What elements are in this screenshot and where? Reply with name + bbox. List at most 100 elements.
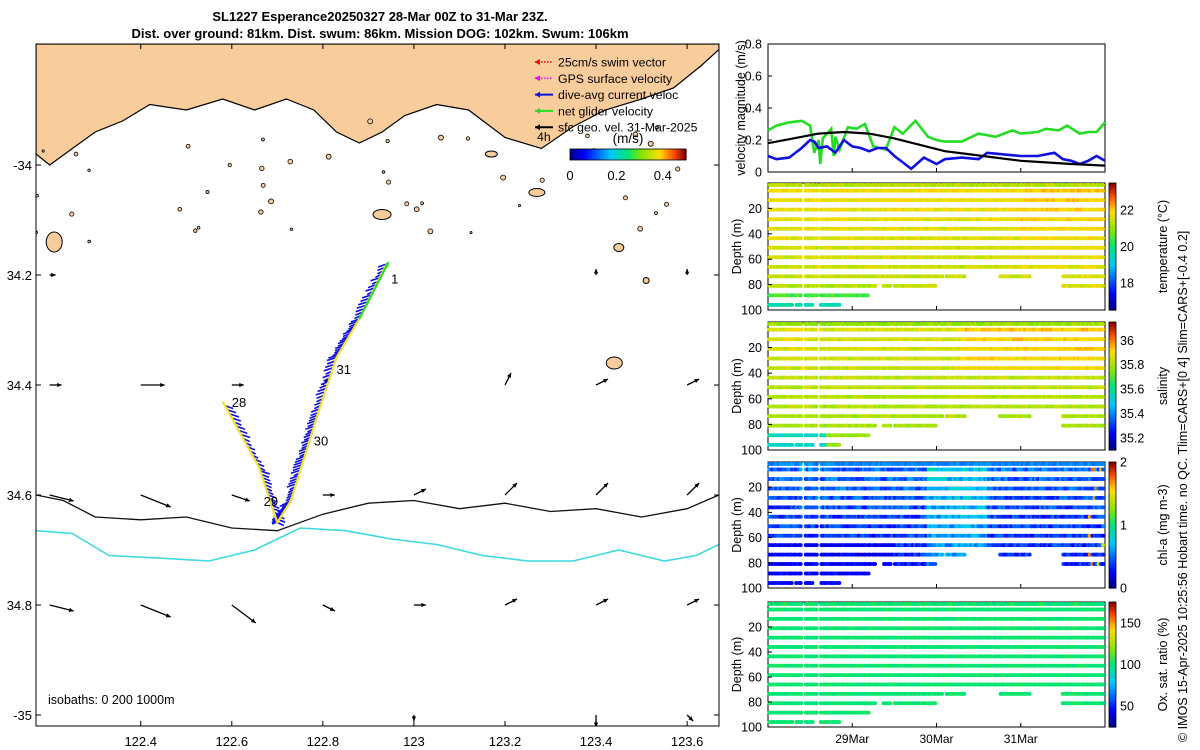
section-point (799, 327, 804, 332)
section-point (812, 264, 817, 269)
section-colorbar-tick-label: 35.8 (1120, 358, 1144, 372)
island (642, 277, 650, 284)
islet (623, 195, 628, 201)
section-point (814, 505, 819, 510)
legend-label: 25cm/s swim vector (558, 56, 666, 70)
section-point (1100, 385, 1105, 390)
section-point (1101, 245, 1106, 250)
section-point (933, 283, 938, 288)
section-point (1101, 198, 1106, 203)
dive-avg-current-vector (290, 469, 301, 475)
section-point (815, 293, 820, 298)
section-point (1101, 283, 1106, 288)
islet (227, 163, 232, 168)
section-point (798, 283, 803, 288)
colorbar-cell (668, 149, 671, 160)
section-point (798, 462, 803, 466)
islet (386, 179, 392, 185)
islet (185, 143, 191, 149)
section-point (866, 433, 871, 438)
section-point (798, 207, 803, 212)
dive-avg-current-vector (326, 360, 336, 365)
section-point (810, 580, 815, 585)
dive-avg-current-vector (292, 466, 302, 472)
section-point (798, 198, 803, 203)
colorbar-cell (670, 149, 673, 160)
section-point (812, 283, 817, 288)
colorbar-tick-label: 0.4 (654, 168, 672, 183)
island (372, 209, 392, 220)
geo-velocity-arrow-head (160, 382, 165, 388)
islet (404, 201, 410, 207)
section-point (798, 226, 803, 231)
islet (367, 118, 374, 125)
islet (469, 231, 473, 235)
section-point (814, 433, 819, 438)
glider-track (221, 263, 388, 526)
section-point (814, 366, 819, 371)
section-colorbar-label: temperature (°C) (1156, 200, 1170, 293)
dive-avg-current-vector (361, 294, 372, 299)
islet (637, 225, 643, 232)
section-point (798, 217, 803, 222)
colorbar-cell (620, 149, 623, 160)
dive-avg-current-vector (294, 458, 305, 464)
section-point (1100, 366, 1105, 371)
dive-avg-current-vector (323, 367, 334, 372)
section-point (799, 346, 804, 351)
geo-velocity-arrow-head (593, 269, 599, 274)
dive-avg-current-vector (301, 439, 311, 444)
section-point (812, 236, 817, 241)
dive-avg-current-vector (356, 304, 367, 310)
islet (287, 158, 293, 165)
dive-avg-current-vector (298, 447, 308, 453)
section-colorbar-tick-label: 18 (1120, 276, 1134, 290)
day-label: 31 (337, 362, 351, 377)
section-point (815, 245, 820, 250)
colorbar-cell (610, 149, 613, 160)
islet (259, 165, 265, 172)
dive-avg-current-vector (324, 363, 335, 369)
section-point (799, 394, 804, 399)
section-point (888, 562, 893, 567)
section-point (814, 495, 819, 500)
colorbar-cell (674, 149, 677, 160)
section-point (1100, 414, 1105, 419)
islet (87, 168, 91, 172)
section-point (814, 346, 819, 351)
colorbar-cell (626, 149, 629, 160)
dive-avg-current-vector (326, 356, 337, 362)
section-point (798, 477, 803, 482)
islet (193, 228, 198, 233)
section-point (814, 414, 819, 419)
island (528, 188, 546, 197)
section-point (798, 486, 803, 491)
islet (205, 190, 210, 194)
section-point (1100, 346, 1105, 351)
section-point (1101, 188, 1106, 193)
velocity-series-line (767, 118, 1106, 165)
y-tick-label: 34.2 (7, 268, 32, 283)
section-point (810, 302, 815, 307)
section-colorbar-tick-label: 35.6 (1120, 383, 1144, 397)
colorbar-cell (634, 149, 637, 160)
colorbar-cell (608, 149, 611, 160)
section-point (798, 274, 803, 279)
section-point (798, 188, 803, 193)
section-point (814, 327, 819, 332)
x-tick-label: 123.2 (489, 734, 522, 749)
colorbar-cell (578, 149, 581, 160)
section-point (799, 337, 804, 342)
colorbar-cell (600, 149, 603, 160)
dive-avg-current-vector (317, 387, 327, 393)
islet (41, 149, 45, 153)
section-point (812, 245, 817, 250)
islet (539, 177, 545, 183)
velocity-y-tick-label: 0.8 (745, 38, 762, 52)
colorbar-cell (648, 149, 651, 160)
velocity-series-line (767, 130, 1106, 167)
dive-avg-current-vector (360, 297, 370, 303)
colorbar-cell (660, 149, 663, 160)
